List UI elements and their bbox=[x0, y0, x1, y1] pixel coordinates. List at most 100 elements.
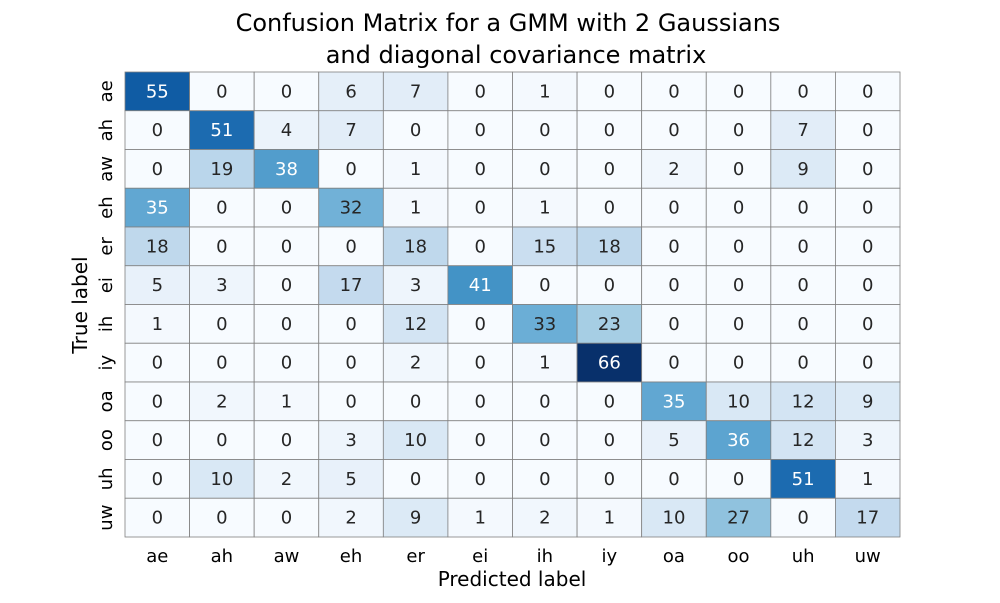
heatmap-cell bbox=[705, 420, 772, 460]
heatmap-cell bbox=[835, 459, 901, 499]
heatmap-cell bbox=[770, 497, 836, 538]
cell-value-label: 0 bbox=[797, 198, 808, 219]
heatmap-cell bbox=[253, 304, 320, 344]
cell-value-label: 0 bbox=[474, 391, 485, 412]
cell-value-label: 0 bbox=[668, 275, 679, 296]
cell-value-label: 0 bbox=[216, 430, 227, 451]
cell-value-label: 0 bbox=[733, 198, 744, 219]
heatmap-cell bbox=[253, 342, 320, 383]
cell-value-label: 0 bbox=[539, 469, 550, 490]
heatmap-cell bbox=[770, 459, 836, 499]
heatmap-cell bbox=[447, 110, 513, 150]
cell-value-label: 1 bbox=[410, 198, 421, 219]
heatmap-cell bbox=[382, 110, 449, 150]
cell-value-label: 1 bbox=[604, 508, 615, 529]
cell-value-label: 0 bbox=[152, 430, 163, 451]
cell-value-label: 0 bbox=[474, 430, 485, 451]
heatmap-cell bbox=[124, 304, 190, 344]
heatmap-cell bbox=[447, 71, 513, 112]
y-tick-label: ah bbox=[96, 119, 117, 141]
heatmap-cell bbox=[770, 342, 836, 383]
heatmap-cell bbox=[512, 459, 578, 499]
cell-value-label: 36 bbox=[727, 430, 750, 451]
cell-value-label: 0 bbox=[604, 469, 615, 490]
cell-value-label: 0 bbox=[152, 508, 163, 529]
heatmap-cell bbox=[770, 304, 836, 344]
cell-value-label: 0 bbox=[539, 430, 550, 451]
heatmap-cell bbox=[447, 497, 513, 538]
y-tick-label: ih bbox=[96, 316, 117, 332]
heatmap-cell bbox=[770, 420, 836, 460]
heatmap-cell bbox=[318, 342, 384, 383]
cell-value-label: 0 bbox=[668, 314, 679, 335]
y-tick-label: ei bbox=[96, 277, 117, 293]
cell-value-label: 0 bbox=[152, 353, 163, 374]
heatmap-cell bbox=[253, 149, 320, 189]
x-tick-labels: ae ah aw eh er ei ih iy oa oo uh uw bbox=[146, 546, 881, 567]
cell-value-label: 0 bbox=[668, 120, 679, 141]
cell-value-label: 0 bbox=[604, 430, 615, 451]
cell-value-label: 27 bbox=[727, 508, 750, 529]
cell-value-label: 0 bbox=[604, 391, 615, 412]
cell-value-label: 0 bbox=[281, 430, 292, 451]
heatmap-cell bbox=[512, 497, 578, 538]
x-tick-label: er bbox=[406, 546, 425, 567]
cell-value-label: 5 bbox=[152, 275, 163, 296]
cell-value-label: 0 bbox=[604, 198, 615, 219]
heatmap-cell bbox=[512, 226, 578, 267]
cell-value-label: 12 bbox=[792, 430, 815, 451]
heatmap-cell bbox=[835, 110, 901, 150]
y-axis-label: True label bbox=[68, 256, 92, 354]
heatmap-cell bbox=[253, 497, 320, 538]
cell-value-label: 0 bbox=[474, 198, 485, 219]
heatmap-cell bbox=[124, 459, 190, 499]
heatmap-cell bbox=[447, 381, 513, 422]
cell-value-label: 10 bbox=[663, 508, 686, 529]
cell-value-label: 3 bbox=[345, 430, 356, 451]
cell-value-label: 0 bbox=[733, 236, 744, 257]
cell-value-label: 0 bbox=[668, 81, 679, 102]
x-tick-label: ae bbox=[146, 546, 168, 567]
x-tick-label: uh bbox=[792, 546, 815, 567]
cell-value-label: 0 bbox=[797, 508, 808, 529]
cell-value-label: 51 bbox=[792, 469, 815, 490]
x-tick-label: uw bbox=[855, 546, 881, 567]
heatmap-cell bbox=[512, 342, 578, 383]
cell-value-label: 51 bbox=[210, 120, 233, 141]
x-tick-label: eh bbox=[340, 546, 362, 567]
y-tick-label: er bbox=[96, 237, 117, 256]
cell-value-label: 0 bbox=[604, 81, 615, 102]
cell-value-label: 1 bbox=[152, 314, 163, 335]
cell-value-label: 18 bbox=[598, 236, 621, 257]
heatmap-cell bbox=[705, 304, 772, 344]
cell-value-label: 0 bbox=[474, 314, 485, 335]
heatmap-cell bbox=[835, 381, 901, 422]
cell-value-label: 3 bbox=[862, 430, 873, 451]
heatmap-cell bbox=[576, 226, 643, 267]
heatmap-cell bbox=[124, 381, 190, 422]
cell-value-label: 17 bbox=[340, 275, 363, 296]
cell-value-label: 6 bbox=[345, 81, 356, 102]
heatmap-cell bbox=[382, 149, 449, 189]
cell-value-label: 1 bbox=[281, 391, 292, 412]
cell-value-label: 0 bbox=[281, 198, 292, 219]
cell-value-label: 0 bbox=[281, 81, 292, 102]
cell-value-label: 0 bbox=[281, 508, 292, 529]
cell-value-label: 12 bbox=[404, 314, 427, 335]
cell-value-label: 0 bbox=[733, 469, 744, 490]
cell-value-label: 0 bbox=[862, 236, 873, 257]
cell-value-label: 7 bbox=[797, 120, 808, 141]
x-axis-label: Predicted label bbox=[438, 567, 587, 591]
heatmap-cell bbox=[318, 381, 384, 422]
cell-value-label: 3 bbox=[410, 275, 421, 296]
cell-value-label: 2 bbox=[410, 353, 421, 374]
cell-value-label: 0 bbox=[797, 275, 808, 296]
cell-value-label: 0 bbox=[797, 81, 808, 102]
cell-value-label: 0 bbox=[216, 81, 227, 102]
heatmap-cells: 55 0 0 6 7 0 1 0 0 0 0 00 51 4 7 0 0 0 0 0 0 7 00 19 38 0 1 0 0 0 2 0 9 0… bbox=[124, 71, 901, 538]
cell-value-label: 0 bbox=[281, 353, 292, 374]
heatmap-cell bbox=[447, 187, 513, 228]
heatmap-cell bbox=[447, 459, 513, 499]
cell-value-label: 0 bbox=[797, 314, 808, 335]
cell-value-label: 0 bbox=[281, 236, 292, 257]
